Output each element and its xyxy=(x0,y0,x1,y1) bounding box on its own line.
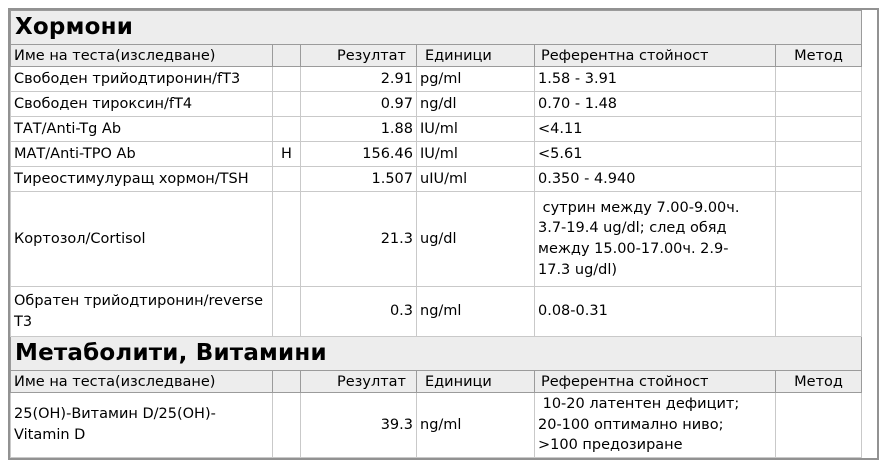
result-value: 1.88 xyxy=(300,116,417,142)
column-header-units: Единици xyxy=(416,370,535,393)
table-row-tsh: Тиреостимулуращ хормон/TSH 1.507 uIU/ml … xyxy=(10,166,863,192)
units: ng/dl xyxy=(416,91,535,117)
units: IU/ml xyxy=(416,116,535,142)
method xyxy=(774,66,863,92)
reference-range: сутрин между 7.00-9.00ч. 3.7-19.4 ug/dl;… xyxy=(534,191,776,287)
lab-results-table: Хормони Име на теста(изследване) Резулта… xyxy=(9,10,863,458)
result-value: 1.507 xyxy=(300,166,417,192)
reference-range: 0.350 - 4.940 xyxy=(534,166,776,192)
method xyxy=(774,166,863,192)
result-flag-high: H xyxy=(272,141,301,167)
reference-range: 1.58 - 3.91 xyxy=(534,66,776,92)
section-title: Хормони xyxy=(9,10,863,45)
method xyxy=(774,392,863,458)
column-header-flag xyxy=(272,370,301,393)
units: uIU/ml xyxy=(416,166,535,192)
test-name: Свободен тироксин/fT4 xyxy=(10,91,273,117)
result-value: 2.91 xyxy=(300,66,417,92)
table-row-reverse-t3: Обратен трийодтиронин/reverse Т3 0.3 ng/… xyxy=(10,286,863,337)
reference-range: 0.70 - 1.48 xyxy=(534,91,776,117)
section-title: Метаболити, Витамини xyxy=(9,336,863,371)
column-header-test-name: Име на теста(изследване) xyxy=(10,370,273,393)
lab-report-panel: Хормони Име на теста(изследване) Резулта… xyxy=(8,8,879,460)
result-flag xyxy=(272,91,301,117)
units: ng/ml xyxy=(416,392,535,458)
test-name: 25(OH)-Витамин D/25(OH)- Vitamin D xyxy=(10,392,273,458)
result-flag xyxy=(272,392,301,458)
result-flag xyxy=(272,116,301,142)
column-header-units: Единици xyxy=(416,44,535,67)
test-name: Свободен трийодтиронин/fT3 xyxy=(10,66,273,92)
result-value: 0.3 xyxy=(300,286,417,337)
method xyxy=(774,191,863,287)
units: ug/dl xyxy=(416,191,535,287)
units: pg/ml xyxy=(416,66,535,92)
reference-range: <5.61 xyxy=(534,141,776,167)
method xyxy=(774,286,863,337)
method xyxy=(774,116,863,142)
result-flag xyxy=(272,66,301,92)
table-row-tat: ТАТ/Anti-Tg Ab 1.88 IU/ml <4.11 xyxy=(10,116,863,142)
reference-range: 0.08-0.31 xyxy=(534,286,776,337)
section-header-metabolites-vitamins: Метаболити, Витамини xyxy=(9,336,863,371)
result-flag xyxy=(272,191,301,287)
test-name: ТАТ/Anti-Tg Ab xyxy=(10,116,273,142)
result-value: 21.3 xyxy=(300,191,417,287)
column-header-reference: Референтна стойност xyxy=(534,44,776,67)
method xyxy=(774,91,863,117)
reference-range: 10-20 латентен дефицит; 20-100 оптимално… xyxy=(534,392,776,458)
table-row-mat: МАТ/Anti-TPO Ab H 156.46 IU/ml <5.61 xyxy=(10,141,863,167)
test-name: МАТ/Anti-TPO Ab xyxy=(10,141,273,167)
column-header-method: Метод xyxy=(774,44,863,67)
table-row-ft4: Свободен тироксин/fT4 0.97 ng/dl 0.70 - … xyxy=(10,91,863,117)
column-header-test-name: Име на теста(изследване) xyxy=(10,44,273,67)
units: IU/ml xyxy=(416,141,535,167)
section-header-hormones: Хормони xyxy=(9,10,863,45)
column-header-row: Име на теста(изследване) Резултат Единиц… xyxy=(10,370,863,393)
result-value: 0.97 xyxy=(300,91,417,117)
column-header-reference: Референтна стойност xyxy=(534,370,776,393)
test-name: Тиреостимулуращ хормон/TSH xyxy=(10,166,273,192)
table-row-ft3: Свободен трийодтиронин/fT3 2.91 pg/ml 1.… xyxy=(10,66,863,92)
test-name: Кортозол/Cortisol xyxy=(10,191,273,287)
reference-range: <4.11 xyxy=(534,116,776,142)
result-flag xyxy=(272,166,301,192)
column-header-flag xyxy=(272,44,301,67)
column-header-result: Резултат xyxy=(300,370,417,393)
column-header-row: Име на теста(изследване) Резултат Единиц… xyxy=(10,44,863,67)
method xyxy=(774,141,863,167)
result-value: 39.3 xyxy=(300,392,417,458)
column-header-method: Метод xyxy=(774,370,863,393)
result-flag xyxy=(272,286,301,337)
table-row-cortisol: Кортозол/Cortisol 21.3 ug/dl сутрин межд… xyxy=(10,191,863,287)
table-row-vitamin-d: 25(OH)-Витамин D/25(OH)- Vitamin D 39.3 … xyxy=(10,392,863,458)
result-value: 156.46 xyxy=(300,141,417,167)
test-name: Обратен трийодтиронин/reverse Т3 xyxy=(10,286,273,337)
units: ng/ml xyxy=(416,286,535,337)
column-header-result: Резултат xyxy=(300,44,417,67)
